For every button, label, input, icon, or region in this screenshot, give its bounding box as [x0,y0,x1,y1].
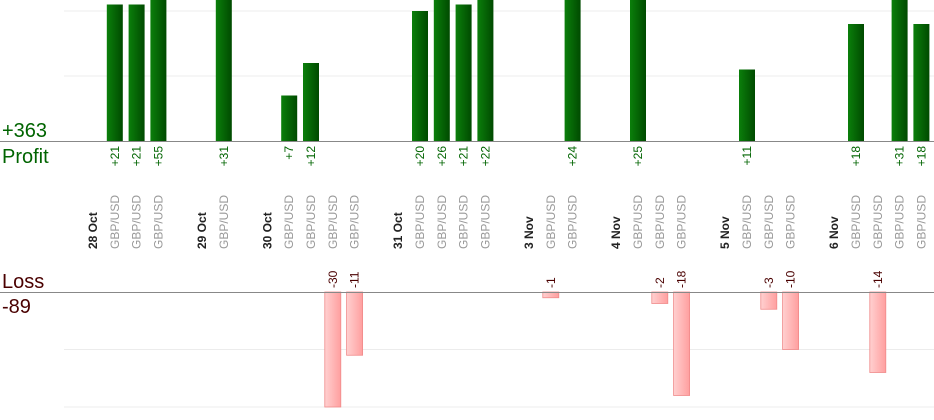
loss-bar [673,291,690,396]
profit-value-label: +11 [740,146,754,166]
trade-pair-label: GBP/USD [304,195,318,249]
date-label: 5 Nov [718,216,732,249]
loss-value-label: -18 [675,270,689,288]
loss-value-label: -3 [762,277,776,288]
profit-value-label: +21 [130,146,144,167]
profit-bar [128,4,145,141]
trade-pair-label: GBP/USD [871,195,885,249]
loss-value-label: -1 [544,277,558,288]
profit-bar [106,4,123,141]
trade-pair-label: GBP/USD [348,195,362,249]
profit-bar [891,0,908,141]
profit-value-label: +25 [631,146,645,167]
loss-bar [782,291,799,350]
trade-pair-label: GBP/USD [544,195,558,249]
profit-value-label: +22 [478,146,492,167]
date-label: 4 Nov [609,216,623,249]
loss-value-label: -30 [326,270,340,288]
loss-value-label: -10 [784,270,798,288]
trade-pair-label: GBP/USD [478,195,492,249]
loss-total: -89 [2,296,31,318]
trade-pair-label: GBP/USD [653,195,667,249]
trade-pair-label: GBP/USD [130,195,144,249]
date-label: 3 Nov [522,216,536,249]
trade-pair-label: GBP/USD [914,195,928,249]
loss-bar [346,291,364,356]
trade-pair-label: GBP/USD [151,195,165,249]
bars [106,0,930,408]
trade-pair-label: GBP/USD [740,195,754,249]
profit-bar [412,11,428,141]
profit-total: +363 [2,120,47,142]
profit-bar [739,69,755,141]
trade-pair-label: GBP/USD [631,195,645,249]
trade-pair-label: GBP/USD [849,195,863,249]
profit-value-label: +31 [217,146,231,167]
date-label: 6 Nov [827,216,841,249]
loss-value-label: -11 [348,271,362,288]
profit-bar [630,0,646,141]
trade-pair-label: GBP/USD [435,195,449,249]
labels: 28 Oct GBP/USD +21 GBP/USD +21 GBP/USD +55 29 O… [86,146,928,288]
trade-pair-label: GBP/USD [217,195,231,249]
trade-pair-label: GBP/USD [762,195,776,249]
trade-pair-label: GBP/USD [413,195,427,249]
date-label: 30 Oct [260,212,274,249]
profit-value-label: +18 [914,146,928,167]
loss-bar [324,291,342,408]
profit-value-label: +20 [413,146,427,167]
loss-bar [651,291,669,304]
profit-bar [303,63,319,141]
profit-bar [215,0,232,141]
trade-pair-label: GBP/USD [326,195,340,249]
trade-pair-label: GBP/USD [566,195,580,249]
profit-bar [433,0,450,141]
profit-bar [281,95,298,141]
profit-value-label: +7 [282,146,296,160]
profit-value-label: +21 [457,146,471,167]
trade-pair-label: GBP/USD [675,195,689,249]
trade-pair-label: GBP/USD [784,195,798,249]
profit-value-label: +55 [151,146,165,167]
trade-pair-label: GBP/USD [282,195,296,249]
loss-bar [760,291,778,310]
loss-label: Loss [2,271,44,293]
loss-bar [869,291,887,373]
profit-bar [848,24,864,141]
profit-value-label: +12 [304,146,318,167]
trade-pair-label: GBP/USD [893,195,907,249]
date-label: 31 Oct [391,212,405,249]
trade-pair-label: GBP/USD [108,195,122,249]
profit-bar [913,24,930,141]
profit-value-label: +26 [435,146,449,167]
loss-value-label: -2 [653,277,667,288]
loss-value-label: -14 [871,270,885,288]
profit-bar [455,4,472,141]
date-label: 29 Oct [195,212,209,249]
trade-pair-label: GBP/USD [457,195,471,249]
profit-value-label: +24 [566,146,580,167]
profit-value-label: +21 [108,146,122,167]
gridlines [64,10,934,408]
profit-bar [150,0,167,141]
profit-bar [477,0,494,141]
date-label: 28 Oct [86,212,100,249]
profit-value-label: +18 [849,146,863,167]
profit-value-label: +31 [893,146,907,167]
profit-bar [564,0,581,141]
profit-label: Profit [2,146,49,168]
